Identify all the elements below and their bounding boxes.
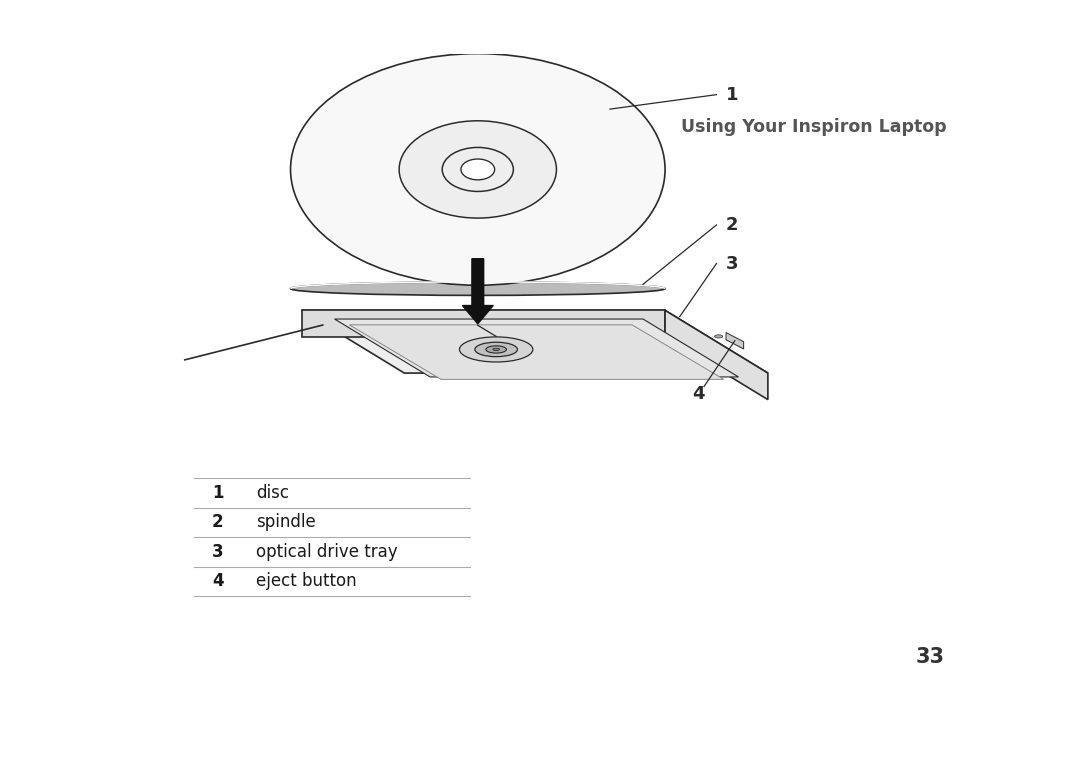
Text: 3: 3 [726,254,739,273]
Text: 1: 1 [726,86,739,103]
Polygon shape [335,319,739,377]
Ellipse shape [486,345,507,353]
Polygon shape [301,310,768,373]
Ellipse shape [291,282,665,296]
Text: Using Your Inspiron Laptop: Using Your Inspiron Laptop [681,119,947,136]
Polygon shape [301,310,665,337]
Text: 4: 4 [212,572,224,591]
Polygon shape [665,310,768,400]
Ellipse shape [492,349,499,351]
Ellipse shape [459,337,532,362]
Ellipse shape [442,147,513,192]
Text: optical drive tray: optical drive tray [256,543,399,561]
FancyArrow shape [462,259,494,324]
Polygon shape [726,332,744,349]
Text: 2: 2 [726,216,739,234]
Text: 33: 33 [916,647,945,667]
Polygon shape [349,325,724,379]
Text: spindle: spindle [256,513,316,532]
Text: 1: 1 [212,484,224,502]
Ellipse shape [715,335,723,338]
Text: eject button: eject button [256,572,357,591]
Ellipse shape [475,342,517,357]
Text: 3: 3 [212,543,224,561]
Ellipse shape [291,54,665,285]
Text: 4: 4 [692,385,705,403]
Ellipse shape [461,159,495,180]
Text: 2: 2 [212,513,224,532]
Ellipse shape [400,121,556,218]
Text: disc: disc [256,484,289,502]
